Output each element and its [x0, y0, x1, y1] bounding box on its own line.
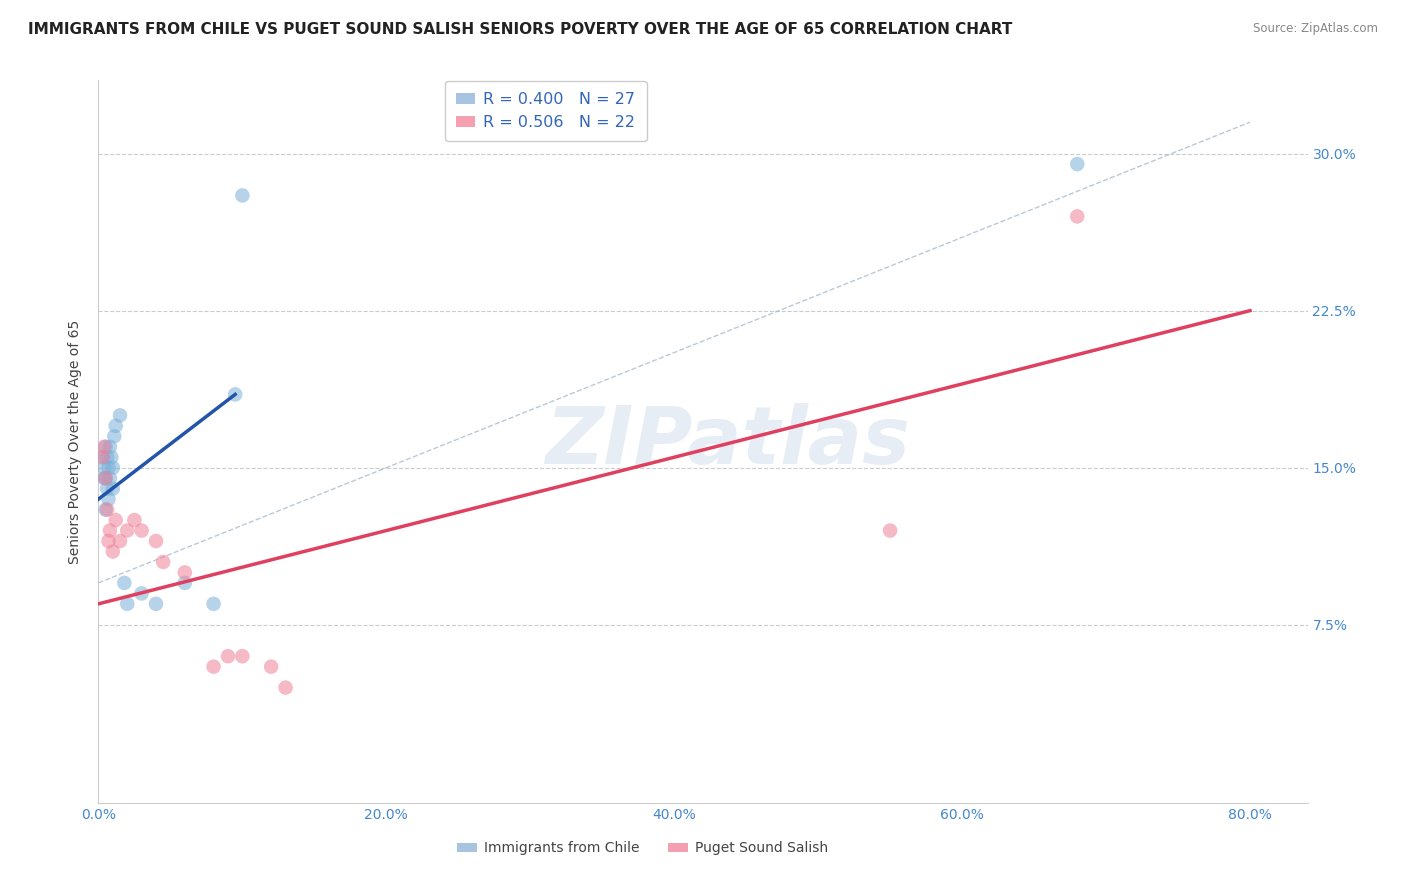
Point — [104, 418, 127, 433]
Point — [94, 471, 117, 485]
Point — [96, 502, 118, 516]
Point — [100, 450, 122, 465]
Point — [1066, 210, 1088, 224]
Point — [274, 681, 297, 695]
Point — [94, 502, 117, 516]
Point — [217, 649, 239, 664]
Point — [97, 460, 120, 475]
Point — [94, 440, 117, 454]
Point — [1066, 157, 1088, 171]
Point — [93, 471, 115, 485]
Point — [98, 471, 121, 485]
Point — [98, 524, 121, 538]
Point — [101, 482, 124, 496]
Point — [152, 555, 174, 569]
Point — [112, 575, 135, 590]
Point — [101, 460, 124, 475]
Point — [91, 450, 114, 465]
Point — [93, 440, 115, 454]
Point — [97, 492, 120, 507]
Point — [104, 513, 127, 527]
Point — [108, 534, 131, 549]
Point — [173, 566, 195, 580]
Point — [260, 659, 283, 673]
Point — [224, 387, 246, 401]
Point — [96, 450, 118, 465]
Point — [94, 471, 117, 485]
Point — [145, 597, 167, 611]
Point — [231, 188, 253, 202]
Point — [131, 524, 153, 538]
Y-axis label: Seniors Poverty Over the Age of 65: Seniors Poverty Over the Age of 65 — [69, 319, 83, 564]
Text: IMMIGRANTS FROM CHILE VS PUGET SOUND SALISH SENIORS POVERTY OVER THE AGE OF 65 C: IMMIGRANTS FROM CHILE VS PUGET SOUND SAL… — [28, 22, 1012, 37]
Text: ZIPatlas: ZIPatlas — [544, 402, 910, 481]
Point — [173, 575, 195, 590]
Point — [131, 586, 153, 600]
Point — [108, 409, 131, 423]
Text: Source: ZipAtlas.com: Source: ZipAtlas.com — [1253, 22, 1378, 36]
Point — [91, 450, 114, 465]
Point — [124, 513, 146, 527]
Legend: Immigrants from Chile, Puget Sound Salish: Immigrants from Chile, Puget Sound Salis… — [451, 836, 834, 861]
Point — [101, 544, 124, 558]
Point — [231, 649, 253, 664]
Point — [879, 524, 901, 538]
Point — [202, 597, 225, 611]
Point — [145, 534, 167, 549]
Point — [97, 534, 120, 549]
Point — [202, 659, 225, 673]
Point — [93, 460, 115, 475]
Point — [115, 524, 138, 538]
Point — [115, 597, 138, 611]
Point — [103, 429, 125, 443]
Point — [96, 482, 118, 496]
Point — [98, 440, 121, 454]
